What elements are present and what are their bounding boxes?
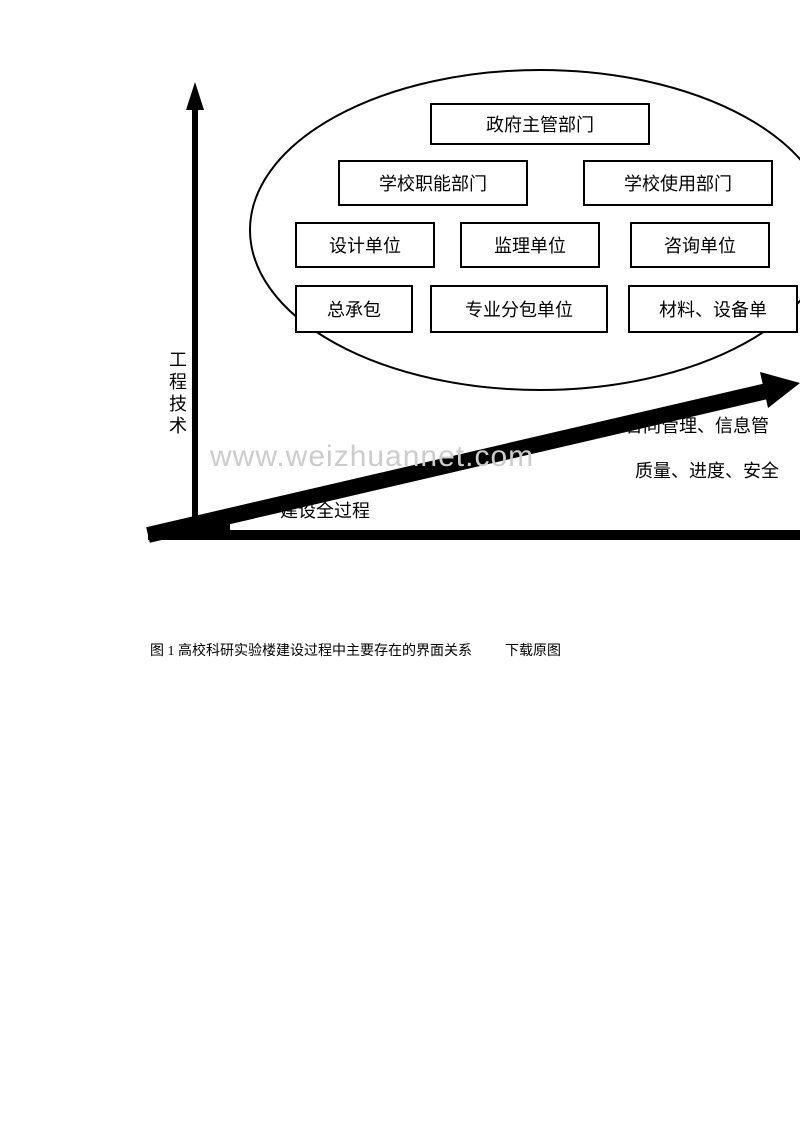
- box-material: 材料、设备单: [628, 285, 798, 333]
- origin-wedge: [148, 521, 230, 540]
- box-consult: 咨询单位: [630, 222, 770, 268]
- box-school-func: 学校职能部门: [338, 160, 528, 206]
- box-consult-label: 咨询单位: [664, 232, 736, 258]
- box-contractor: 总承包: [295, 285, 413, 333]
- y-axis-label: 工程技术: [164, 350, 190, 438]
- y-axis-arrowhead: [186, 82, 204, 110]
- box-design-label: 设计单位: [329, 232, 401, 258]
- box-design: 设计单位: [295, 222, 435, 268]
- box-supervise-label: 监理单位: [494, 232, 566, 258]
- box-gov: 政府主管部门: [430, 103, 650, 145]
- box-school-use-label: 学校使用部门: [624, 170, 732, 196]
- diag-label-2: 质量、进度、安全: [635, 457, 779, 483]
- box-contractor-label: 总承包: [327, 296, 381, 322]
- box-school-use: 学校使用部门: [583, 160, 773, 206]
- watermark: www.weizhuannet.com: [210, 440, 534, 474]
- figure-caption: 图 1 高校科研实验楼建设过程中主要存在的界面关系: [150, 640, 472, 660]
- box-material-label: 材料、设备单: [659, 296, 767, 322]
- box-subcontractor: 专业分包单位: [430, 285, 608, 333]
- x-axis-label: 建设全过程: [280, 497, 370, 523]
- diagonal-arrowhead: [760, 372, 800, 408]
- box-subcontractor-label: 专业分包单位: [465, 296, 573, 322]
- diag-label-1: 合同管理、信息管: [625, 412, 769, 438]
- box-supervise: 监理单位: [460, 222, 600, 268]
- box-gov-label: 政府主管部门: [486, 111, 594, 137]
- download-original-link[interactable]: 下载原图: [505, 640, 561, 660]
- box-school-func-label: 学校职能部门: [379, 170, 487, 196]
- diagram-container: 政府主管部门 学校职能部门 学校使用部门 设计单位 监理单位 咨询单位 总承包 …: [0, 0, 800, 600]
